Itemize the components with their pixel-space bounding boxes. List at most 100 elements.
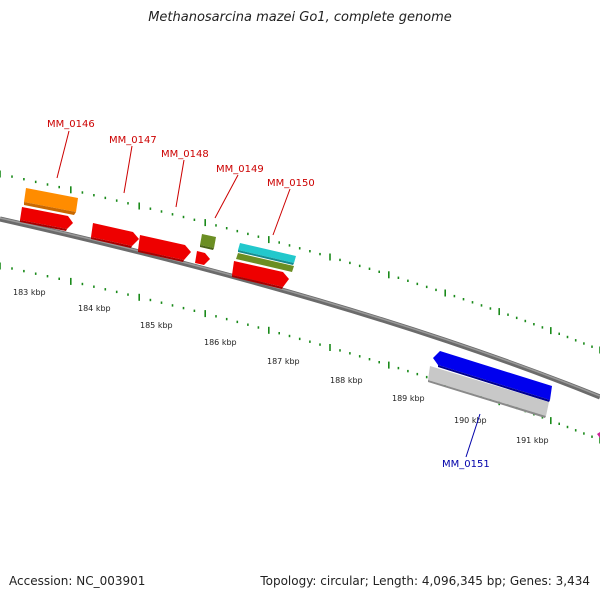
minor-tick [471, 301, 474, 304]
kbp-label: 185 kbp [140, 321, 173, 330]
minor-tick [104, 288, 107, 291]
minor-tick [93, 285, 95, 288]
minor-tick [397, 276, 400, 279]
minor-tick [309, 250, 311, 253]
genome-summary: Topology: circular; Length: 4,096,345 bp… [260, 574, 590, 588]
minor-tick [81, 282, 84, 286]
minor-tick [583, 342, 585, 345]
feature-red-2[interactable] [91, 223, 139, 248]
kbp-label: 183 kbp [13, 288, 46, 297]
feature-olive-small[interactable] [200, 234, 216, 250]
minor-tick [193, 309, 196, 312]
minor-tick [541, 416, 544, 419]
minor-tick [480, 304, 483, 307]
minor-tick [278, 241, 280, 244]
minor-tick [574, 429, 577, 432]
feature-orange[interactable] [24, 188, 78, 215]
minor-tick [489, 307, 492, 310]
gene-label-mm0147[interactable]: MM_0147 [109, 135, 157, 146]
minor-tick [171, 213, 174, 216]
feature-grey[interactable] [428, 366, 549, 418]
gene-label-mm0146[interactable]: MM_0146 [47, 119, 95, 130]
minor-tick [288, 244, 291, 247]
minor-tick [257, 326, 260, 329]
minor-tick [247, 232, 249, 236]
accession-info: Accession: NC_003901 [9, 574, 145, 588]
minor-tick [46, 275, 49, 278]
gene-label-mm0149[interactable]: MM_0149 [216, 164, 264, 175]
minor-tick [182, 215, 185, 219]
minor-tick [349, 261, 351, 265]
major-tick [70, 277, 72, 285]
minor-tick [298, 337, 301, 341]
minor-tick [407, 369, 409, 373]
feature-olive-long[interactable] [236, 253, 294, 272]
minor-tick [416, 282, 419, 286]
feature-red-small[interactable] [195, 251, 210, 265]
kbp-label: 184 kbp [78, 304, 111, 313]
map-title: Methanosarcina mazei Go1, complete genom… [148, 10, 452, 25]
minor-tick [574, 339, 577, 342]
minor-tick [278, 332, 280, 335]
minor-tick [416, 372, 419, 376]
genes-label: Genes: [509, 574, 552, 588]
minor-tick [81, 191, 84, 194]
gene-label-mm0150[interactable]: MM_0150 [267, 178, 315, 189]
minor-tick [453, 294, 456, 298]
minor-tick [309, 340, 311, 343]
major-tick [444, 289, 446, 297]
minor-tick [23, 178, 25, 181]
gene-label-mm0151[interactable]: MM_0151 [442, 459, 490, 470]
accession-value: NC_003901 [76, 574, 146, 588]
minor-tick [541, 326, 544, 329]
minor-tick [558, 332, 560, 335]
minor-tick [558, 422, 560, 425]
minor-tick [149, 207, 152, 210]
minor-tick [591, 345, 593, 348]
lower-tick-row [0, 262, 600, 444]
minor-tick [319, 252, 321, 256]
topology-label: Topology: [260, 574, 317, 588]
major-tick [498, 308, 500, 316]
minor-tick [115, 199, 118, 202]
minor-tick [115, 290, 118, 294]
kbp-label: 191 kbp [516, 436, 549, 445]
gene-label-mm0148[interactable]: MM_0148 [161, 149, 209, 160]
feature-cyan[interactable] [238, 243, 296, 265]
upper-tick-row [0, 170, 600, 354]
minor-tick [339, 258, 341, 262]
minor-tick [236, 229, 239, 233]
minor-tick [225, 317, 228, 321]
genome-backbone [0, 216, 600, 400]
minor-tick [524, 319, 527, 323]
minor-tick [462, 298, 465, 301]
major-tick [550, 417, 552, 425]
minor-tick [34, 180, 37, 184]
minor-tick [127, 202, 129, 205]
minor-tick [507, 313, 509, 316]
genes-value: 3,434 [555, 574, 590, 588]
minor-tick [566, 335, 569, 339]
minor-tick [182, 306, 185, 310]
minor-tick [171, 304, 174, 307]
minor-tick [93, 194, 95, 197]
feature-red-4[interactable] [232, 261, 289, 289]
major-tick [0, 262, 1, 270]
kbp-label: 190 kbp [454, 416, 487, 425]
minor-tick [58, 185, 60, 189]
feature-red-3[interactable] [138, 235, 191, 262]
minor-tick [591, 435, 593, 438]
minor-tick [339, 349, 341, 352]
minor-tick [23, 269, 25, 273]
gene-leader-lines [56, 130, 481, 458]
feature-blue[interactable] [433, 351, 552, 402]
gene-labels: MM_0146 MM_0147 MM_0148 MM_0149 MM_0150 … [47, 119, 490, 470]
major-tick [388, 271, 390, 279]
minor-tick [298, 247, 301, 250]
feature-red-1[interactable] [20, 207, 73, 231]
major-tick [268, 236, 270, 244]
minor-tick [368, 358, 371, 361]
major-tick [268, 326, 270, 334]
minor-tick [215, 315, 217, 318]
